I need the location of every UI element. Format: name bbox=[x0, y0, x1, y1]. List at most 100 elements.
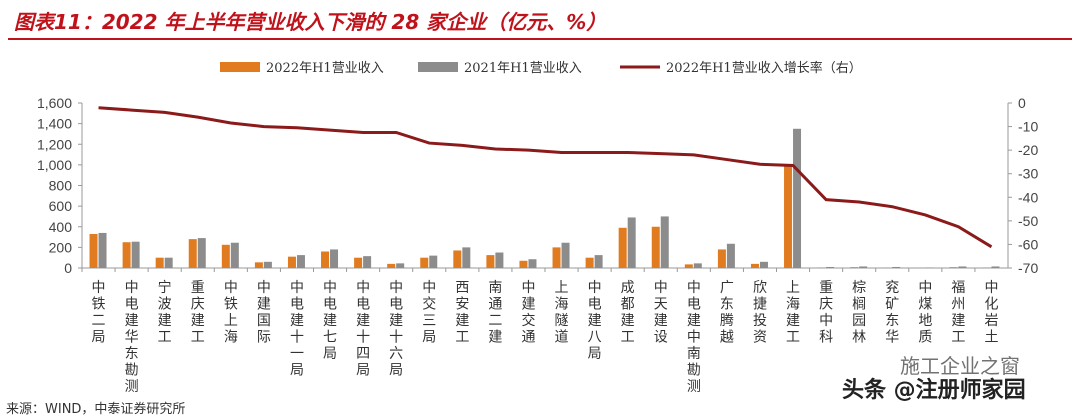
right-tick-label: -40 bbox=[1018, 189, 1038, 205]
right-tick-label: -30 bbox=[1018, 166, 1038, 182]
chart-title: 图表11：2022 年上半年营业收入下滑的 28 家企业（亿元、%） bbox=[14, 10, 607, 34]
legend-swatch bbox=[418, 62, 458, 72]
category-label: 中铁上海 bbox=[224, 280, 238, 346]
legend-label: 2021年H1营业收入 bbox=[464, 61, 582, 76]
bar-2021 bbox=[925, 267, 934, 268]
category-label: 中电建中南勘测 bbox=[687, 280, 701, 395]
bar-2022 bbox=[486, 255, 495, 268]
bar-2021 bbox=[660, 216, 669, 268]
bar-2021 bbox=[859, 266, 868, 268]
right-tick-label: -10 bbox=[1018, 119, 1038, 135]
bar-2021 bbox=[495, 252, 504, 268]
bar-2022 bbox=[420, 257, 429, 268]
bar-2021 bbox=[759, 261, 768, 268]
bar-2022 bbox=[321, 251, 330, 268]
left-tick-label: 600 bbox=[49, 198, 73, 214]
category-label: 中电建华东勘测 bbox=[125, 280, 139, 395]
left-tick-label: 1,600 bbox=[37, 95, 72, 111]
bar-2021 bbox=[793, 128, 802, 268]
category-label: 中煤地质 bbox=[918, 280, 932, 346]
right-tick-label: -50 bbox=[1018, 213, 1038, 229]
bar-2022 bbox=[982, 267, 991, 268]
category-label: 中电建八局 bbox=[588, 280, 602, 362]
category-label: 中电建七局 bbox=[323, 280, 337, 362]
bar-2022 bbox=[784, 164, 793, 268]
source-note: 来源：WIND，中泰证券研究所 bbox=[6, 402, 186, 417]
right-tick-label: -20 bbox=[1018, 142, 1038, 158]
legend-label: 2022年H1营业收入 bbox=[266, 61, 384, 76]
title-divider bbox=[8, 38, 1072, 40]
category-label: 中交三局 bbox=[422, 280, 436, 346]
bar-2022 bbox=[188, 239, 197, 268]
bar-2021 bbox=[561, 242, 570, 268]
left-tick-label: 200 bbox=[49, 239, 73, 255]
left-tick-label: 800 bbox=[49, 178, 73, 194]
right-tick-label: 0 bbox=[1018, 95, 1026, 111]
bar-2021 bbox=[892, 266, 901, 268]
bar-2021 bbox=[230, 242, 239, 268]
category-label: 兖矿东华 bbox=[885, 280, 899, 346]
bar-2022 bbox=[552, 247, 561, 268]
bar-2021 bbox=[429, 255, 438, 268]
bar-2022 bbox=[750, 263, 759, 268]
category-label: 中电建十四局 bbox=[356, 280, 370, 379]
bar-2021 bbox=[363, 256, 372, 268]
bar-2022 bbox=[519, 260, 528, 268]
bar-2021 bbox=[330, 249, 339, 268]
category-label: 欣捷投资 bbox=[753, 280, 767, 346]
right-tick-label: -70 bbox=[1018, 260, 1038, 276]
left-tick-label: 0 bbox=[64, 260, 72, 276]
left-tick-label: 1,000 bbox=[37, 157, 72, 173]
category-label: 福州建工 bbox=[951, 280, 965, 346]
category-label: 中电建十六局 bbox=[389, 280, 403, 379]
bar-2021 bbox=[726, 243, 735, 268]
right-tick-label: -60 bbox=[1018, 236, 1038, 252]
category-label: 中建国际 bbox=[257, 280, 271, 346]
category-label: 西安建工 bbox=[455, 280, 469, 346]
bar-2022 bbox=[287, 256, 296, 268]
bar-2022 bbox=[155, 257, 164, 268]
category-label: 中化岩土 bbox=[984, 280, 998, 346]
category-label: 中电建十一局 bbox=[290, 280, 304, 379]
category-label: 上海建工 bbox=[786, 280, 800, 346]
left-tick-label: 1,400 bbox=[37, 116, 72, 132]
category-label: 重庆中科 bbox=[819, 280, 833, 346]
bar-2021 bbox=[296, 255, 305, 268]
category-label: 宁波建工 bbox=[158, 279, 172, 346]
bar-2022 bbox=[89, 233, 98, 268]
category-label: 重庆建工 bbox=[191, 280, 205, 346]
bar-2021 bbox=[826, 266, 835, 268]
bar-2022 bbox=[453, 250, 462, 268]
legend-label: 2022年H1营业收入增长率（右） bbox=[666, 60, 862, 76]
category-label: 中铁二局 bbox=[92, 280, 106, 346]
bar-2021 bbox=[98, 232, 107, 268]
category-label: 中建交通 bbox=[521, 280, 535, 346]
bar-2021 bbox=[627, 217, 636, 268]
category-label: 成都建工 bbox=[621, 280, 635, 346]
bar-2022 bbox=[817, 267, 826, 268]
bar-2021 bbox=[594, 255, 603, 268]
left-tick-label: 1,200 bbox=[37, 136, 72, 152]
bar-2021 bbox=[958, 266, 967, 268]
watermark-text: 头条 @注册师家园 bbox=[842, 378, 1026, 403]
bar-2021 bbox=[396, 263, 405, 268]
bar-2021 bbox=[164, 257, 173, 268]
category-label: 棕榈园林 bbox=[852, 280, 866, 346]
bar-2022 bbox=[651, 226, 660, 268]
left-tick-label: 400 bbox=[49, 219, 73, 235]
growth-line bbox=[98, 106, 993, 249]
category-label: 上海隧道 bbox=[555, 280, 569, 346]
category-label: 广东腾越 bbox=[720, 280, 734, 346]
bar-2022 bbox=[585, 257, 594, 268]
bar-2022 bbox=[122, 242, 131, 268]
bar-2021 bbox=[263, 261, 272, 268]
bar-2022 bbox=[354, 257, 363, 268]
legend-swatch bbox=[220, 62, 260, 72]
bar-2021 bbox=[197, 238, 206, 268]
bar-2022 bbox=[850, 267, 859, 268]
bar-2022 bbox=[618, 227, 627, 268]
bar-2022 bbox=[254, 262, 263, 268]
bar-2021 bbox=[991, 266, 1000, 268]
bar-2021 bbox=[528, 259, 537, 268]
